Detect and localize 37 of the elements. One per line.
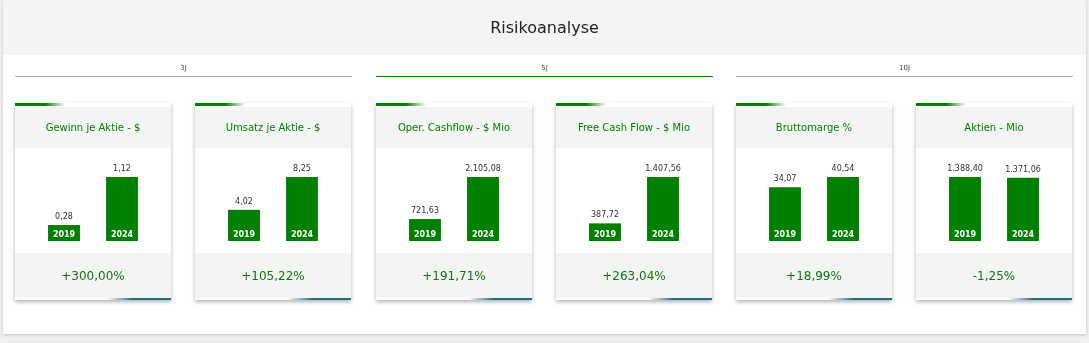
data-label: 34,07 (773, 174, 797, 184)
data-label: 40,54 (831, 164, 855, 174)
x-tick-label: 2019 (773, 230, 797, 240)
data-label: 1.371,06 (1005, 164, 1041, 174)
text: +263,04% (556, 253, 712, 298)
x-tick-label: 2019 (413, 230, 437, 240)
chart-title: Bruttomarge % (736, 107, 892, 148)
data-label: 2.105,08 (465, 164, 501, 174)
x-tick-label: 2024 (1011, 230, 1035, 240)
chart-title: Aktien - Mio (916, 107, 1072, 148)
x-tick-label: 2024 (831, 230, 855, 240)
chart-title: Umsatz je Aktie - $ (195, 107, 351, 148)
data-label: 1.388,40 (947, 164, 983, 174)
x-tick-label: 2024 (290, 230, 314, 240)
x-tick-label: 2024 (110, 230, 134, 240)
chart-title: Gewinn je Aktie - $ (15, 107, 171, 148)
text: +18,99% (736, 253, 892, 298)
text: +105,22% (195, 253, 351, 298)
data-label: 0,28 (55, 212, 73, 222)
text: -1,25% (916, 253, 1072, 298)
x-tick-label: 2024 (471, 230, 495, 240)
data-label: 4,02 (235, 196, 253, 206)
data-label: 387,72 (591, 210, 619, 220)
data-label: 721,63 (411, 206, 439, 216)
text: +300,00% (15, 253, 171, 298)
data-label: 1,12 (113, 164, 131, 174)
text: Risikoanalyse (3, 0, 1086, 55)
chart-title: Free Cash Flow - $ Mio (556, 107, 712, 148)
data-label: 1.407,56 (645, 164, 681, 174)
x-tick-label: 2019 (232, 230, 256, 240)
x-tick-label: 2019 (953, 230, 977, 240)
data-label: 8,25 (293, 164, 311, 174)
chart-title: Oper. Cashflow - $ Mio (376, 107, 532, 148)
x-tick-label: 2024 (651, 230, 675, 240)
text: +191,71% (376, 253, 532, 298)
x-tick-label: 2019 (52, 230, 76, 240)
x-tick-label: 2019 (593, 230, 617, 240)
